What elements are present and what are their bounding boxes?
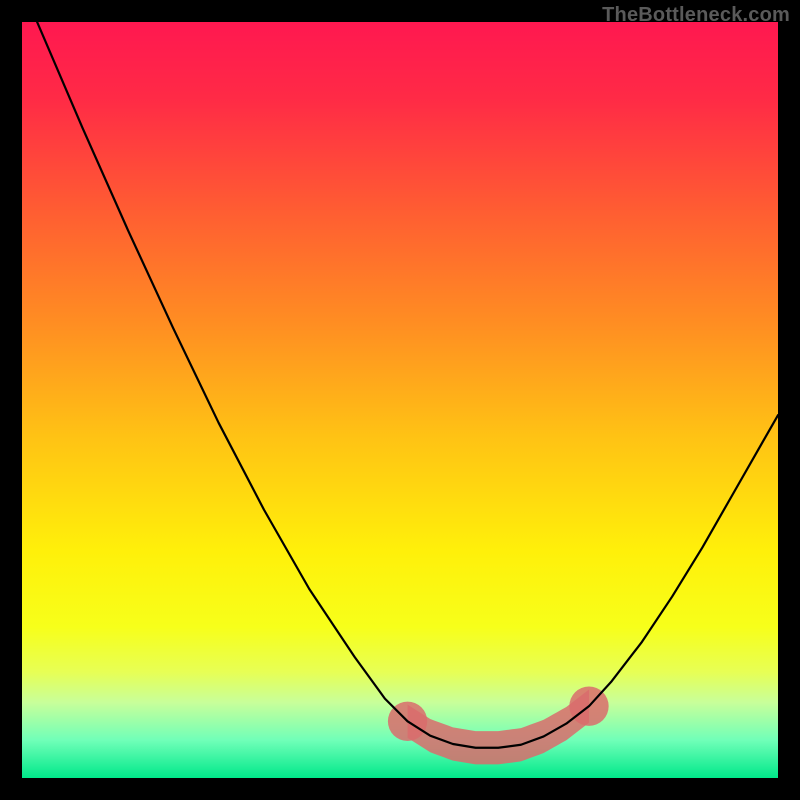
watermark-text: TheBottleneck.com	[602, 4, 790, 27]
bottleneck-curve-chart	[0, 0, 800, 800]
chart-container: TheBottleneck.com	[0, 0, 800, 800]
chart-background-gradient	[22, 22, 778, 778]
